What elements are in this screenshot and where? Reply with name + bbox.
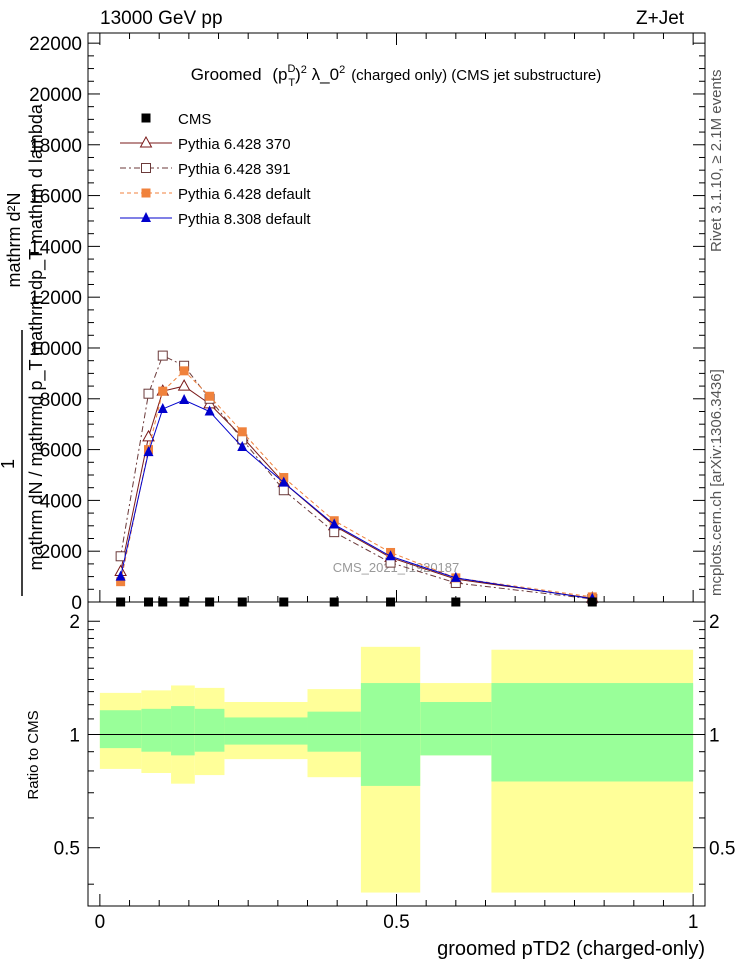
point-p391 (329, 527, 340, 538)
point-p8def (115, 570, 126, 581)
y-tick-label: 4000 (40, 491, 82, 512)
legend-label-p370: Pythia 6.428 370 (178, 136, 291, 153)
y-tick-label: 0 (71, 593, 82, 614)
point-p8def (329, 518, 340, 529)
x-tick-label: 0.5 (383, 912, 409, 933)
energy-label: 13000 GeV pp (100, 8, 223, 29)
legend-marker-p8def (141, 212, 151, 222)
ratio-band-inner (420, 701, 492, 756)
legend-marker-p6def (141, 188, 151, 198)
point-p8def (385, 550, 396, 561)
point-p8def (237, 441, 248, 452)
ratio-band-inner (194, 708, 225, 752)
y-tick-label: 16000 (29, 187, 82, 208)
ratio-y-tick-label-right: 2 (709, 612, 720, 633)
x-tick-label: 0 (95, 912, 106, 933)
legend-marker-cms (141, 113, 151, 123)
process-label: Z+Jet (636, 8, 685, 29)
y-tick-label: 2000 (40, 542, 82, 563)
ratio-y-axis-label: Ratio to CMS (25, 710, 42, 799)
point-p6def (237, 427, 247, 437)
legend-label-p6def: Pythia 6.428 default (178, 186, 311, 203)
y-tick-label: 20000 (29, 85, 82, 106)
point-p391 (115, 551, 126, 562)
mcplots-label: mcplots.cern.ch [arXiv:1306.3436] (708, 369, 725, 596)
x-axis-label: groomed pTD2 (charged-only) (437, 938, 705, 960)
point-p8def (143, 446, 154, 457)
y-axis-frac-top: 1 (0, 459, 18, 469)
point-p6def (179, 366, 189, 376)
point-p391 (278, 485, 289, 496)
legend: CMS Pythia 6.428 370 Pythia 6.428 391 Pythi… (120, 111, 311, 228)
point-p391 (143, 388, 154, 399)
ratio-y-tick-label: 0.5 (54, 839, 80, 860)
ratio-y-tick-label-right: 1 (709, 725, 720, 746)
ratio-band-inner (171, 706, 195, 756)
ratio-band-inner (307, 711, 361, 752)
y-tick-label: 10000 (29, 339, 82, 360)
point-p6def (116, 577, 126, 587)
point-p6def (158, 386, 168, 396)
legend-label-p391: Pythia 6.428 391 (178, 161, 291, 178)
y-axis-label-top: mathrm d²N (4, 192, 24, 287)
ratio-y-tick-label: 2 (69, 612, 80, 633)
point-p8def (278, 476, 289, 487)
y-tick-label: 14000 (29, 237, 82, 258)
ratio-y-tick-label: 1 (69, 725, 80, 746)
point-p6def (205, 391, 215, 401)
y-tick-label: 22000 (29, 34, 82, 55)
plot-title: Groomed (pD T)2 λ_02 (charged only) (CMS j… (191, 63, 602, 89)
rivet-version-label: Rivet 3.1.10, ≥ 2.1M events (708, 69, 725, 253)
y-tick-label: 12000 (29, 288, 82, 309)
legend-marker-p370 (139, 135, 153, 148)
ratio-plot-area (99, 646, 694, 893)
ratio-band-inner (141, 708, 172, 752)
point-p8def (179, 394, 190, 405)
point-p391 (157, 350, 168, 361)
y-tick-label: 8000 (40, 390, 82, 411)
legend-marker-p391 (141, 163, 151, 173)
point-p8def (204, 405, 215, 416)
y-tick-label: 6000 (40, 441, 82, 462)
y-tick-label: 18000 (29, 136, 82, 157)
ratio-y-tick-label-right: 0.5 (709, 839, 735, 860)
point-p370 (142, 429, 155, 442)
y-axis-frac-bottom: mathrm dN / mathrmd p_T (26, 359, 47, 570)
ratio-band-inner (99, 710, 142, 749)
point-p370 (177, 379, 191, 391)
y-axis-label-bottom: mathrm dp_T mathrm d lambda (26, 103, 47, 356)
point-p8def (450, 571, 461, 582)
legend-label-cms: CMS (178, 111, 211, 128)
analysis-watermark: CMS_2021_I1920187 (333, 560, 460, 575)
ratio-band-inner (224, 717, 308, 745)
legend-label-p8def: Pythia 8.308 default (178, 211, 311, 228)
point-p8def (157, 402, 168, 413)
x-tick-label: 1 (688, 912, 699, 933)
ratio-band-inner (491, 683, 694, 782)
